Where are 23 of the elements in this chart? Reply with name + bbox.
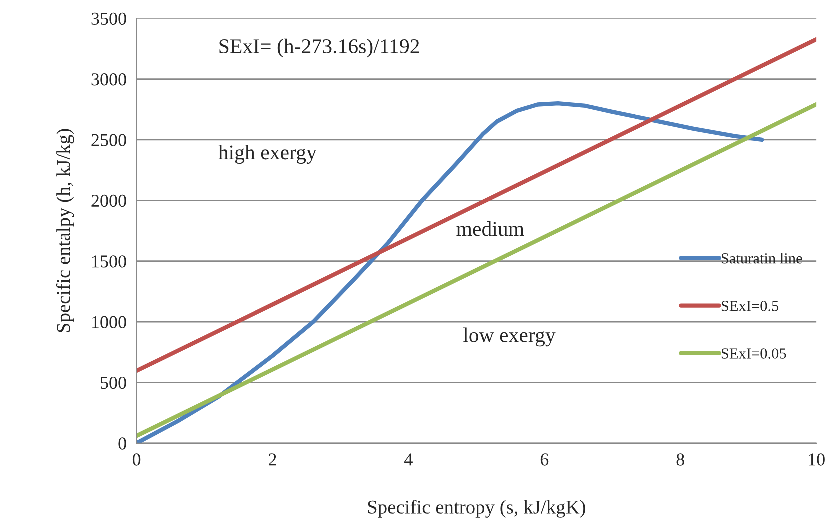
x-tick-label: 6 xyxy=(540,454,549,466)
y-tick-label: 3500 xyxy=(92,12,126,26)
y-tick-label: 2500 xyxy=(92,134,126,146)
x-axis-title: Specific entropy (s, kJ/kgK) xyxy=(368,500,586,518)
x-tick-label: 0 xyxy=(132,454,141,466)
legend-label: Saturatin line xyxy=(722,253,802,264)
x-tick-label: 8 xyxy=(676,454,684,466)
y-tick-label: 1500 xyxy=(92,256,126,268)
x-tick-label: 10 xyxy=(809,454,825,466)
y-tick-label: 1000 xyxy=(92,316,126,328)
x-tick-label: 4 xyxy=(404,454,413,466)
legend-label: SExI=0.05 xyxy=(722,348,786,359)
y-tick-label: 2000 xyxy=(92,194,126,208)
y-tick-label: 0 xyxy=(118,438,126,450)
x-tick-label: 2 xyxy=(269,454,276,466)
annotation: SExI= (h-273.16s)/1192 xyxy=(220,38,420,58)
y-tick-label: 3000 xyxy=(92,74,126,86)
annotation: medium xyxy=(456,222,524,236)
annotation: low exergy xyxy=(463,328,556,347)
annotation: high exergy xyxy=(218,145,317,164)
y-axis-title: Specific entalpy (h, kJ/kg) xyxy=(56,129,74,332)
y-tick-label: 500 xyxy=(101,376,126,390)
legend-label: SExI=0.5 xyxy=(722,301,779,312)
